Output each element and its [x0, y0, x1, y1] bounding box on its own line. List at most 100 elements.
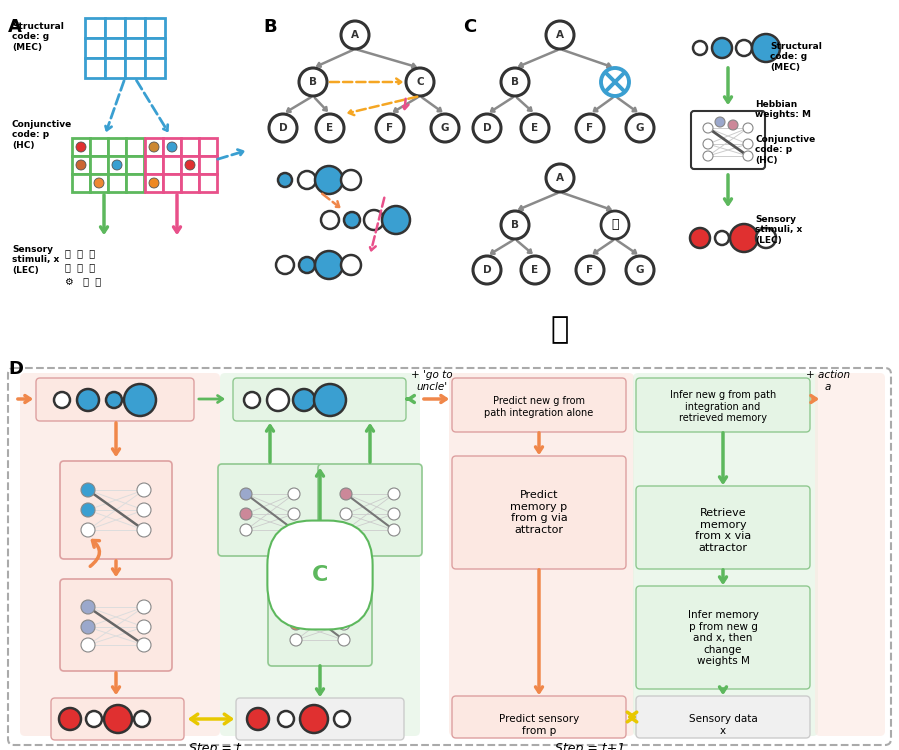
Text: + action
a: + action a: [806, 370, 850, 392]
Text: D: D: [279, 123, 288, 133]
FancyBboxPatch shape: [636, 486, 810, 569]
Circle shape: [321, 211, 339, 229]
Bar: [72, 138, 90, 156]
Text: Step = t+1: Step = t+1: [555, 742, 625, 750]
Circle shape: [743, 151, 753, 161]
Circle shape: [473, 256, 501, 284]
Circle shape: [167, 142, 177, 152]
Circle shape: [59, 708, 81, 730]
FancyBboxPatch shape: [36, 378, 194, 421]
FancyBboxPatch shape: [691, 111, 765, 169]
Circle shape: [240, 488, 252, 500]
Circle shape: [288, 508, 300, 520]
Circle shape: [299, 68, 327, 96]
Circle shape: [406, 68, 434, 96]
Bar: [105, 18, 125, 38]
Text: Infer new g from path
integration and
retrieved memory: Infer new g from path integration and re…: [670, 390, 776, 423]
Circle shape: [752, 34, 780, 62]
Circle shape: [521, 256, 549, 284]
Circle shape: [81, 620, 95, 634]
Circle shape: [314, 384, 346, 416]
Circle shape: [626, 114, 654, 142]
Circle shape: [388, 524, 400, 536]
Bar: [108, 174, 126, 192]
Bar: [145, 156, 163, 174]
FancyBboxPatch shape: [218, 464, 322, 556]
Text: Predict new g from
path integration alone: Predict new g from path integration alon…: [485, 396, 593, 418]
Circle shape: [290, 618, 302, 630]
Text: D: D: [483, 123, 492, 133]
Text: Structural
code: g
(MEC): Structural code: g (MEC): [12, 22, 64, 52]
Text: Sensory data
x: Sensory data x: [689, 714, 757, 736]
Bar: [108, 156, 126, 174]
Circle shape: [137, 638, 151, 652]
Circle shape: [149, 178, 159, 188]
Circle shape: [315, 166, 343, 194]
Circle shape: [240, 524, 252, 536]
Bar: [125, 58, 145, 78]
Circle shape: [576, 256, 604, 284]
Text: E: E: [531, 265, 539, 275]
Bar: [199, 174, 217, 192]
Bar: [181, 138, 199, 156]
Circle shape: [81, 503, 95, 517]
Circle shape: [338, 634, 350, 646]
Circle shape: [601, 211, 629, 239]
Circle shape: [431, 114, 459, 142]
Circle shape: [315, 251, 343, 279]
Text: Retrieve
memory
from x via
attractor: Retrieve memory from x via attractor: [695, 508, 752, 553]
Circle shape: [690, 228, 710, 248]
Circle shape: [124, 384, 156, 416]
Bar: [145, 38, 165, 58]
Text: Infer memory
p from new g
and x, then
change
weights M: Infer memory p from new g and x, then ch…: [688, 610, 759, 667]
Circle shape: [712, 38, 732, 58]
Bar: [181, 156, 199, 174]
Circle shape: [341, 255, 361, 275]
Text: Sensory
stimuli, x
(LEC): Sensory stimuli, x (LEC): [755, 215, 802, 244]
Circle shape: [134, 711, 150, 727]
Text: Conjunctive
code: p
(HC): Conjunctive code: p (HC): [12, 120, 72, 150]
Bar: [85, 38, 105, 58]
FancyBboxPatch shape: [318, 464, 422, 556]
Bar: [145, 58, 165, 78]
Circle shape: [137, 600, 151, 614]
Circle shape: [137, 620, 151, 634]
Text: D: D: [8, 360, 23, 378]
FancyBboxPatch shape: [268, 574, 372, 666]
Text: Predict
memory p
from g via
attractor: Predict memory p from g via attractor: [511, 490, 567, 535]
Circle shape: [728, 120, 738, 130]
Circle shape: [269, 114, 297, 142]
Circle shape: [77, 389, 99, 411]
Bar: [145, 138, 163, 156]
Text: A: A: [556, 173, 564, 183]
Text: F: F: [387, 123, 394, 133]
Circle shape: [316, 114, 344, 142]
Text: B: B: [511, 77, 519, 87]
Bar: [126, 174, 144, 192]
Circle shape: [546, 21, 574, 49]
Circle shape: [601, 68, 629, 96]
Text: + 'go to
uncle': + 'go to uncle': [411, 370, 453, 392]
FancyBboxPatch shape: [220, 373, 420, 736]
Bar: [85, 58, 105, 78]
Text: A: A: [351, 30, 359, 40]
Circle shape: [137, 523, 151, 537]
Bar: [90, 174, 108, 192]
FancyBboxPatch shape: [236, 698, 404, 740]
Circle shape: [76, 160, 86, 170]
Circle shape: [521, 114, 549, 142]
Circle shape: [703, 139, 713, 149]
Circle shape: [338, 618, 350, 630]
Circle shape: [290, 598, 302, 610]
Text: 🧒: 🧒: [551, 315, 569, 344]
Circle shape: [743, 139, 753, 149]
Circle shape: [341, 170, 361, 190]
FancyBboxPatch shape: [452, 456, 626, 569]
Circle shape: [278, 173, 292, 187]
Text: F: F: [586, 123, 593, 133]
Circle shape: [137, 503, 151, 517]
Circle shape: [288, 524, 300, 536]
Bar: [163, 138, 181, 156]
Circle shape: [388, 488, 400, 500]
Circle shape: [715, 117, 725, 127]
